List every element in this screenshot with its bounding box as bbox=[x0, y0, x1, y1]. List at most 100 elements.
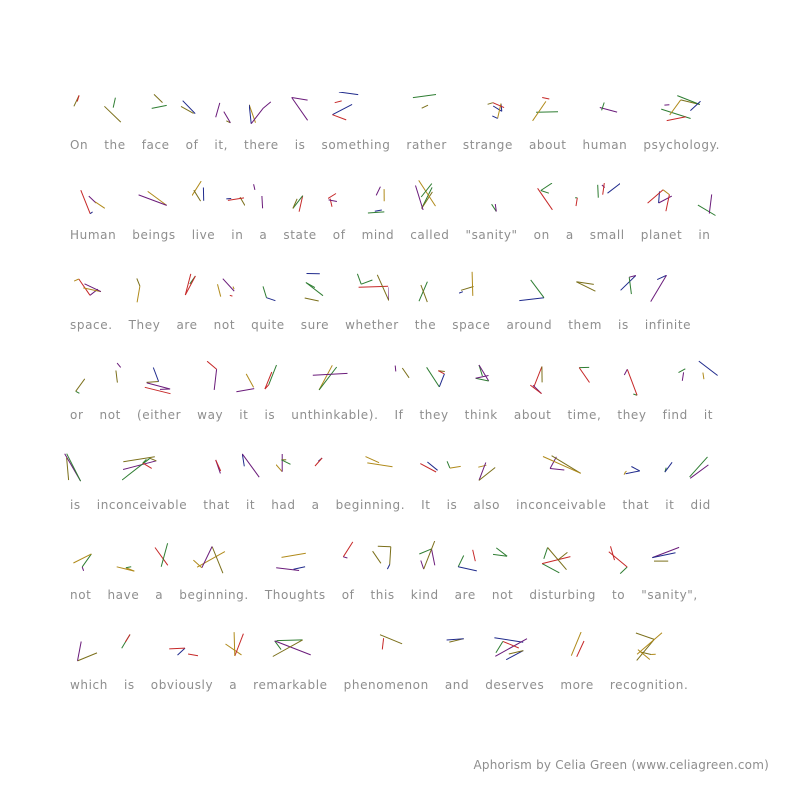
scribble-stroke bbox=[381, 637, 385, 650]
scribble-stroke bbox=[550, 456, 558, 469]
scribble-stroke bbox=[151, 104, 167, 109]
scribble-stroke bbox=[570, 631, 582, 656]
scribble-stroke bbox=[620, 274, 636, 291]
scribble-glyph bbox=[154, 543, 168, 568]
word: a bbox=[259, 228, 268, 242]
word: not bbox=[213, 318, 236, 332]
scribble-stroke bbox=[419, 548, 433, 555]
scribble-stroke bbox=[492, 115, 498, 119]
scribble-glyph bbox=[650, 275, 668, 303]
scribble-stroke bbox=[421, 104, 429, 109]
scribble-stroke bbox=[596, 185, 599, 198]
word: it bbox=[665, 498, 675, 512]
word: to bbox=[611, 588, 626, 602]
word: beginning. bbox=[335, 498, 406, 512]
scribble-stroke bbox=[663, 189, 671, 195]
word: the bbox=[414, 318, 437, 332]
scribble-glyph bbox=[117, 566, 135, 572]
scribble-stroke bbox=[181, 105, 195, 114]
scribble-glyph bbox=[206, 360, 217, 390]
word: face bbox=[141, 138, 170, 152]
scribble-stroke bbox=[426, 367, 441, 388]
scribble-stroke bbox=[576, 640, 585, 657]
scribble-stroke bbox=[76, 95, 80, 103]
scribble-stroke bbox=[508, 650, 523, 655]
scribble-stroke bbox=[143, 463, 153, 470]
scribble-glyph bbox=[575, 280, 596, 292]
scribble-stroke bbox=[358, 286, 388, 289]
scribble-stroke bbox=[374, 209, 382, 212]
scribble-glyph bbox=[275, 552, 306, 571]
scribble-stroke bbox=[266, 297, 276, 302]
scribble-stroke bbox=[253, 184, 256, 191]
word: around bbox=[506, 318, 553, 332]
scribble-stroke bbox=[88, 195, 97, 204]
word: is bbox=[70, 498, 81, 512]
scribble-stroke bbox=[150, 458, 157, 462]
word: beginning. bbox=[179, 588, 249, 602]
scribble-stroke bbox=[304, 297, 320, 302]
scribble-glyph bbox=[697, 194, 716, 216]
scribble-stroke bbox=[389, 546, 392, 565]
scribble-stroke bbox=[281, 459, 291, 466]
word: phenomenon bbox=[343, 678, 429, 692]
word: obviously bbox=[150, 678, 214, 692]
scribble-stroke bbox=[211, 546, 224, 574]
word: this bbox=[370, 588, 395, 602]
scribble-glyph bbox=[356, 273, 390, 301]
scribble-stroke bbox=[505, 650, 524, 661]
scribble-glyph bbox=[138, 191, 168, 207]
scribble-glyph bbox=[635, 632, 663, 661]
word: are bbox=[176, 318, 198, 332]
scribble-stroke bbox=[420, 183, 432, 198]
scribble-stroke bbox=[420, 285, 428, 303]
scribble-stroke bbox=[318, 365, 333, 391]
scribble-stroke bbox=[66, 453, 82, 482]
scribble-stroke bbox=[153, 93, 163, 103]
scribble-stroke bbox=[627, 368, 638, 396]
word: had bbox=[271, 498, 296, 512]
scribble-stroke bbox=[228, 197, 245, 201]
scribble-glyph bbox=[264, 364, 278, 389]
word: space. bbox=[70, 318, 113, 332]
scribble-stroke bbox=[647, 189, 664, 204]
scribble-glyph bbox=[314, 457, 323, 467]
scribble-stroke bbox=[575, 280, 594, 285]
scribble-glyph bbox=[596, 183, 621, 198]
word: something bbox=[321, 138, 391, 152]
word: of bbox=[185, 138, 199, 152]
scribble-stroke bbox=[661, 108, 692, 120]
scribble-glyph bbox=[275, 454, 291, 473]
scribble-stroke bbox=[601, 183, 605, 196]
scribble-stroke bbox=[332, 103, 353, 115]
word: did bbox=[690, 498, 711, 512]
word: it bbox=[703, 408, 714, 422]
word: called bbox=[410, 228, 450, 242]
scribble-stroke bbox=[665, 194, 671, 211]
scribble-stroke bbox=[292, 195, 304, 209]
scribble-glyph bbox=[447, 460, 462, 469]
scribble-stroke bbox=[268, 364, 278, 385]
scribble-stroke bbox=[494, 638, 527, 658]
scribble-glyph bbox=[121, 634, 131, 649]
scribble-stroke bbox=[495, 641, 503, 654]
word: them bbox=[568, 318, 603, 332]
scribble-stroke bbox=[264, 371, 273, 389]
scribble-glyph bbox=[365, 456, 393, 468]
word: a bbox=[311, 498, 320, 512]
scribble-stroke bbox=[272, 639, 303, 657]
scribble-stroke bbox=[84, 283, 102, 293]
scribble-glyph bbox=[80, 189, 106, 214]
word: space bbox=[452, 318, 491, 332]
scribble-stroke bbox=[115, 370, 119, 383]
scribble-stroke bbox=[90, 211, 94, 214]
scribble-stroke bbox=[491, 203, 497, 212]
word: it bbox=[245, 498, 256, 512]
scribble-glyph bbox=[77, 641, 98, 662]
scribble-glyph bbox=[73, 553, 93, 572]
scribble-stroke bbox=[83, 287, 102, 293]
scribble-stroke bbox=[372, 550, 382, 564]
scribble-glyph bbox=[689, 456, 709, 479]
scribble-glyph bbox=[579, 367, 591, 384]
word: quite bbox=[251, 318, 285, 332]
